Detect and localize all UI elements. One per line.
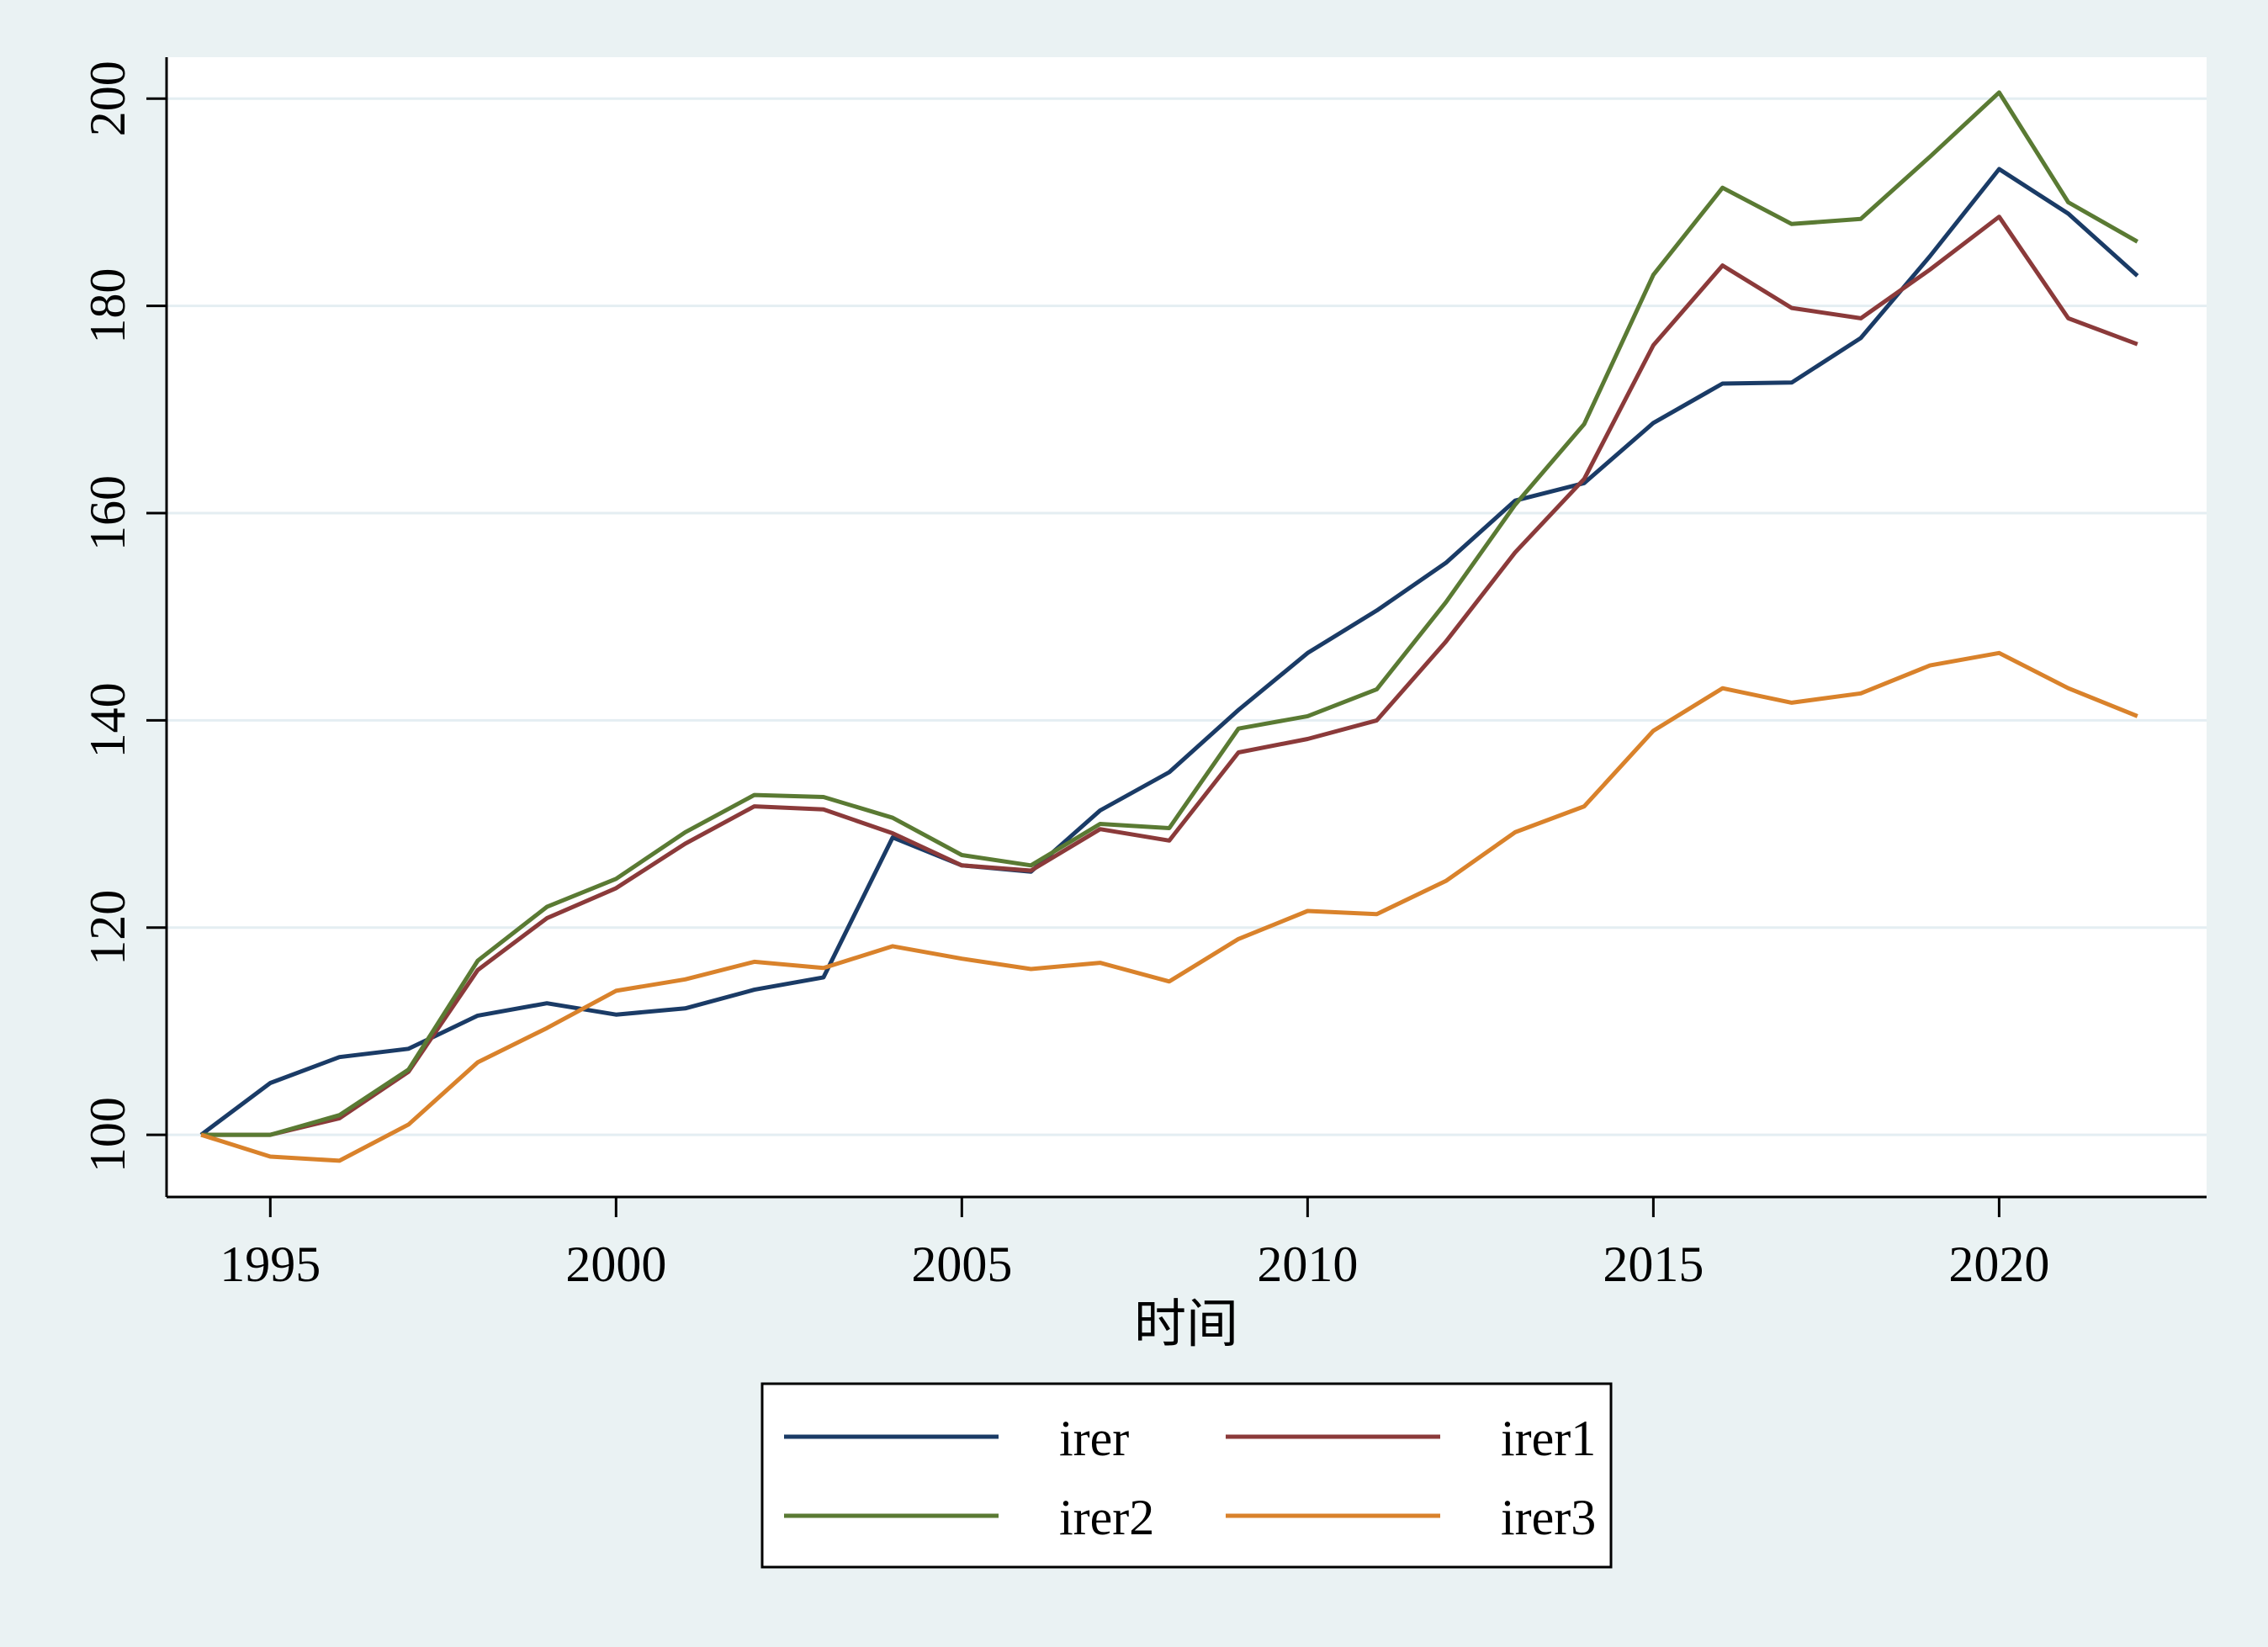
- legend-label-irer2: irer2: [1059, 1490, 1154, 1545]
- y-tick-label: 200: [80, 61, 135, 136]
- x-tick-label: 2010: [1257, 1237, 1358, 1292]
- y-tick-label: 100: [80, 1097, 135, 1173]
- series-lines: [199, 90, 2139, 1163]
- legend-label-irer1: irer1: [1501, 1411, 1596, 1466]
- y-tick-label: 160: [80, 475, 135, 551]
- x-axis-label: 时间: [1134, 1296, 1238, 1353]
- x-tick-label: 2005: [911, 1237, 1012, 1292]
- legend-label-irer3: irer3: [1501, 1490, 1596, 1545]
- legend: irer irer1 irer2 irer3: [760, 1382, 1613, 1569]
- y-axis-ticks: 100 120 140 160 180 200: [80, 61, 167, 1173]
- y-tick-label: 180: [80, 268, 135, 344]
- plot-area: [167, 57, 2207, 1197]
- x-axis-ticks: 1995 2000 2005 2010 2015 2020: [220, 1197, 2049, 1292]
- y-tick-label: 140: [80, 682, 135, 758]
- x-tick-label: 2000: [565, 1237, 666, 1292]
- y-tick-label: 120: [80, 890, 135, 966]
- series-line-irer: [199, 167, 2139, 1137]
- series-line-irer1: [201, 214, 2138, 1137]
- gridlines: [167, 97, 2207, 1136]
- x-tick-label: 1995: [220, 1237, 321, 1292]
- legend-box: [760, 1382, 1613, 1569]
- x-tick-label: 2015: [1603, 1237, 1704, 1292]
- x-tick-label: 2020: [1948, 1237, 2049, 1292]
- legend-label-irer: irer: [1059, 1411, 1129, 1466]
- series-line-irer2: [201, 90, 2139, 1137]
- series-line-irer3: [200, 650, 2138, 1163]
